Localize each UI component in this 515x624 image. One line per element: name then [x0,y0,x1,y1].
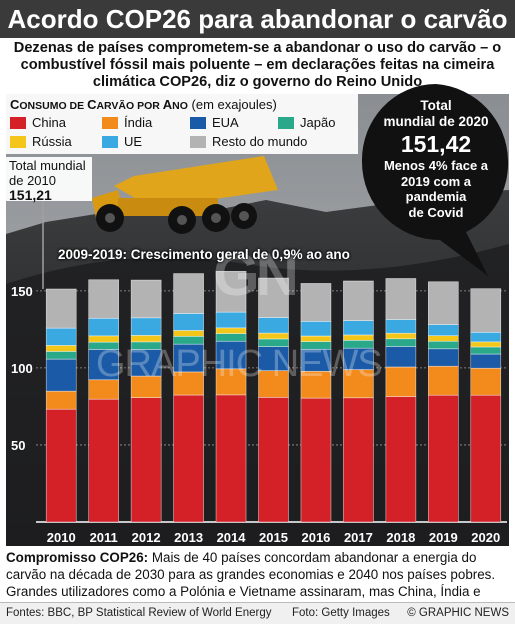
footer: Fontes: BBC, BP Statistical Review of Wo… [0,602,515,624]
end-total-bubble: Total mundial de 2020 151,42 Menos 4% fa… [368,98,504,220]
bar-2015-Resto do mundo [258,277,289,318]
bar-2017-China [343,397,374,523]
legend-swatch [278,116,294,129]
bar-2014-China [215,394,247,523]
growth-annotation: 2009-2019: Crescimento geral de 0,9% ao … [58,247,350,262]
bar-2020-Resto do mundo [470,288,502,333]
x-tick-label: 2018 [386,530,415,545]
bar-2013-EUA [173,343,204,373]
bar-2014-Índia [215,368,247,396]
bar-2015-China [258,397,289,523]
x-tick-label: 2010 [47,530,76,545]
bubble-heading: Total mundial de 2020 [383,98,489,129]
watermark-text: GRAPHIC NEWS [96,343,383,385]
start-total-value: 151,21 [9,187,52,203]
bar-2019-Índia [428,365,459,396]
bar-2012-EUA [130,349,162,377]
bar-2015-EUA [258,346,289,371]
bar-2013-Resto do mundo [173,273,204,314]
chart-legend: CONSUMO DE CARVÃO POR ANO (em exajoules)… [6,94,358,154]
x-tick-label: 2013 [174,530,203,545]
bar-2013-China [173,394,204,523]
sources: Fontes: BBC, BP Statistical Review of Wo… [6,607,272,619]
bar-2012-Resto do mundo [130,279,162,319]
legend-item-india: Índia [102,115,152,130]
bar-2020-Índia [470,367,502,396]
legend-item-resto: Resto do mundo [190,134,307,149]
x-tick-label: 2020 [471,530,500,545]
bar-2017-Resto do mundo [343,280,374,321]
legend-item-eua: EUA [190,115,239,130]
bar-2018-Resto do mundo [385,278,417,320]
bar-2014-EUA [215,340,247,370]
bar-2011-EUA [88,349,119,381]
y-tick-label: 100 [11,361,33,376]
start-total-label: Total mundial de 2010 151,21 [6,157,92,203]
cop26-note-lead: Compromisso COP26: [6,550,149,565]
x-tick-label: 2017 [344,530,373,545]
legend-item-japao: Japão [278,115,335,130]
copyright: © GRAPHIC NEWS [407,607,509,619]
watermark-logo: GN [213,241,299,308]
legend-swatch [10,135,26,148]
legend-item-china: China [10,115,66,130]
legend-title: CONSUMO DE CARVÃO POR ANO (em exajoules) [10,97,277,112]
bar-2010-China [45,408,77,523]
legend-swatch [102,116,118,129]
bar-2020-China [470,394,502,523]
x-tick-label: 2015 [259,530,288,545]
bar-2011-China [88,398,119,523]
bar-2019-China [428,394,459,523]
legend-unit: (em exajoules) [191,97,277,112]
x-tick-label: 2012 [132,530,161,545]
legend-swatch [102,135,118,148]
x-tick-label: 2014 [217,530,247,545]
y-tick-label: 150 [11,284,33,299]
bubble-note: Menos 4% face a 2019 com a pandemia de C… [383,158,489,220]
bar-2018-Índia [385,366,417,397]
legend-swatch [190,135,206,148]
bar-2016-Resto do mundo [300,283,332,322]
bar-2019-Resto do mundo [428,281,459,325]
x-tick-label: 2011 [90,530,118,545]
legend-swatch [10,116,26,129]
bar-2014-Resto do mundo [215,270,247,313]
page-title: Acordo COP26 para abandonar o carvão [0,0,515,38]
y-tick-label: 50 [11,438,25,453]
bar-2010-Resto do mundo [45,288,77,329]
legend-item-ue: UE [102,134,142,149]
bar-2012-China [130,397,162,523]
page-subtitle: Dezenas de países comprometem-se a aband… [13,40,502,90]
photo-credit: Foto: Getty Images [292,607,390,619]
bar-2011-Resto do mundo [88,279,119,319]
bar-2010-EUA [45,358,77,392]
legend-item-russia: Rússia [10,134,72,149]
x-tick-label: 2016 [301,530,330,545]
bubble-value: 151,42 [400,131,472,157]
bar-2018-China [385,396,417,523]
x-tick-label: 2019 [429,530,458,545]
legend-swatch [190,116,206,129]
dump-truck-illustration [92,156,278,234]
